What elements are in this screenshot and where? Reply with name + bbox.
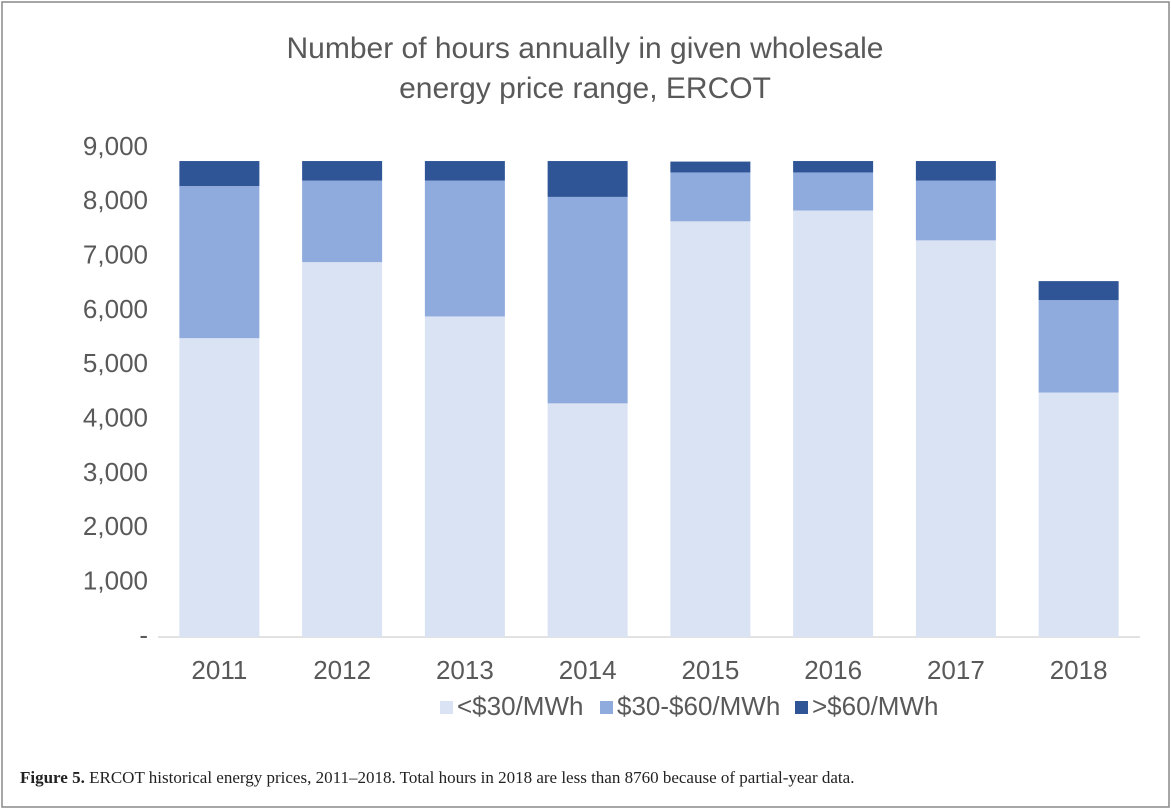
caption-text: ERCOT historical energy prices, 2011–201… bbox=[89, 768, 855, 787]
bar-segment bbox=[915, 240, 996, 637]
bar-segment bbox=[915, 180, 996, 241]
x-tick-label: 2011 bbox=[191, 655, 247, 685]
y-tick-label: 4,000 bbox=[83, 403, 148, 433]
bar-segment bbox=[1038, 281, 1119, 301]
bar-segment bbox=[547, 196, 628, 404]
bar-segment bbox=[302, 180, 383, 263]
legend-label: >$60/MWh bbox=[812, 691, 938, 721]
y-tick-label: 1,000 bbox=[83, 566, 148, 596]
y-tick-label: 2,000 bbox=[83, 511, 148, 541]
bar-segment bbox=[547, 161, 628, 197]
bar-segment bbox=[1038, 392, 1119, 637]
x-tick-label: 2013 bbox=[436, 655, 494, 685]
bar-segment bbox=[547, 403, 628, 637]
caption: Figure 5. ERCOT historical energy prices… bbox=[20, 768, 854, 788]
bar-segment bbox=[179, 186, 260, 339]
x-tick-label: 2018 bbox=[1050, 655, 1108, 685]
bar-segment bbox=[793, 210, 874, 637]
y-tick-label: 3,000 bbox=[83, 457, 148, 487]
chart-title: Number of hours annually in given wholes… bbox=[286, 32, 883, 105]
x-tick-label: 2012 bbox=[313, 655, 371, 685]
bar-segment bbox=[793, 172, 874, 211]
y-tick-label: 5,000 bbox=[83, 348, 148, 378]
bar-segment bbox=[424, 180, 505, 317]
bar-segment bbox=[793, 161, 874, 173]
legend-swatch bbox=[440, 701, 453, 714]
y-tick-label: 8,000 bbox=[83, 185, 148, 215]
legend-label: <$30/MWh bbox=[457, 691, 583, 721]
y-tick-label: - bbox=[139, 620, 148, 650]
bar-segment bbox=[302, 161, 383, 181]
x-tick-label: 2017 bbox=[927, 655, 985, 685]
bar-segment bbox=[179, 161, 260, 187]
legend-swatch bbox=[795, 701, 808, 714]
x-tick-label: 2015 bbox=[681, 655, 739, 685]
bar-segment bbox=[179, 338, 260, 637]
y-tick-label: 9,000 bbox=[83, 131, 148, 161]
x-tick-label: 2014 bbox=[559, 655, 617, 685]
y-tick-label: 6,000 bbox=[83, 294, 148, 324]
bar-segment bbox=[670, 172, 751, 222]
legend-label: $30-$60/MWh bbox=[617, 691, 780, 721]
y-tick-label: 7,000 bbox=[83, 240, 148, 270]
bar-segment bbox=[424, 161, 505, 181]
caption-label: Figure 5. bbox=[20, 768, 85, 787]
bar-segment bbox=[424, 316, 505, 637]
bar-segment bbox=[1038, 300, 1119, 393]
bar-segment bbox=[670, 161, 751, 173]
bar-segment bbox=[670, 221, 751, 637]
bar-segment bbox=[302, 262, 383, 637]
legend-swatch bbox=[600, 701, 613, 714]
bar-segment bbox=[915, 161, 996, 181]
x-tick-label: 2016 bbox=[804, 655, 862, 685]
